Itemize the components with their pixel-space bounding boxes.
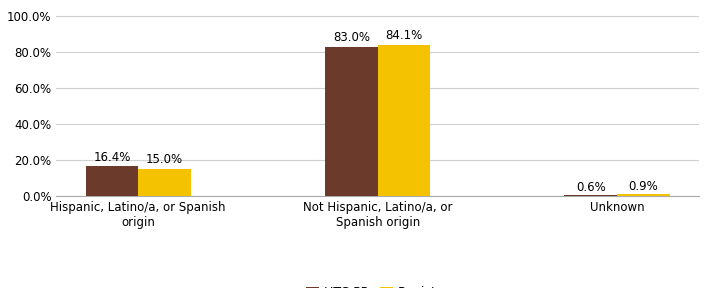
Text: 84.1%: 84.1%: [385, 29, 423, 42]
Bar: [565, 195, 617, 196]
Legend: HTC PP, Registry: HTC PP, Registry: [301, 281, 454, 288]
Bar: [617, 194, 670, 196]
Text: 83.0%: 83.0%: [333, 31, 370, 44]
Text: 0.6%: 0.6%: [576, 181, 606, 194]
Text: 15.0%: 15.0%: [146, 153, 183, 166]
Bar: [85, 166, 138, 196]
Text: 0.9%: 0.9%: [628, 180, 659, 193]
Text: 16.4%: 16.4%: [93, 151, 131, 164]
Bar: [138, 169, 191, 196]
Bar: [325, 47, 378, 196]
Bar: [378, 45, 431, 196]
